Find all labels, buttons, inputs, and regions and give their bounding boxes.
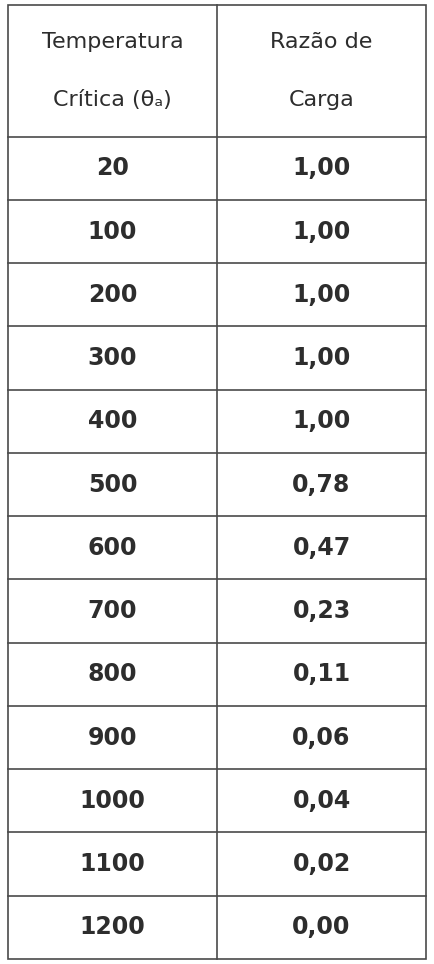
Text: 0,02: 0,02 bbox=[293, 852, 351, 876]
Text: 1200: 1200 bbox=[79, 916, 145, 939]
Text: 800: 800 bbox=[88, 662, 137, 686]
Text: Carga: Carga bbox=[289, 90, 355, 110]
Text: 400: 400 bbox=[88, 410, 137, 433]
Text: 0,23: 0,23 bbox=[293, 599, 351, 623]
Text: 100: 100 bbox=[88, 220, 137, 244]
Text: 1,00: 1,00 bbox=[293, 346, 351, 370]
Text: 0,04: 0,04 bbox=[293, 789, 351, 813]
Text: Razão de: Razão de bbox=[270, 32, 373, 52]
Text: 600: 600 bbox=[88, 536, 137, 560]
Text: 500: 500 bbox=[88, 472, 137, 496]
Text: 200: 200 bbox=[88, 282, 137, 307]
Text: 0,78: 0,78 bbox=[293, 472, 351, 496]
Text: 0,47: 0,47 bbox=[293, 536, 351, 560]
Text: 300: 300 bbox=[88, 346, 137, 370]
Text: 1,00: 1,00 bbox=[293, 410, 351, 433]
Text: 900: 900 bbox=[88, 726, 137, 750]
Text: 1100: 1100 bbox=[79, 852, 145, 876]
Text: Temperatura: Temperatura bbox=[42, 32, 183, 52]
Text: 0,00: 0,00 bbox=[293, 916, 351, 939]
Text: 0,06: 0,06 bbox=[293, 726, 351, 750]
Text: 1,00: 1,00 bbox=[293, 156, 351, 180]
Text: 1,00: 1,00 bbox=[293, 282, 351, 307]
Text: Crítica (θₐ): Crítica (θₐ) bbox=[53, 90, 172, 110]
Text: 0,11: 0,11 bbox=[293, 662, 351, 686]
Text: 20: 20 bbox=[96, 156, 129, 180]
Text: 700: 700 bbox=[88, 599, 137, 623]
Text: 1000: 1000 bbox=[79, 789, 145, 813]
Text: 1,00: 1,00 bbox=[293, 220, 351, 244]
